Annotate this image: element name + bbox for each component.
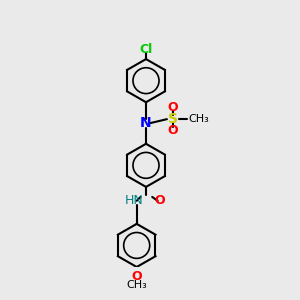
Text: O: O [154, 194, 165, 207]
Text: CH₃: CH₃ [126, 280, 147, 290]
Text: N: N [140, 116, 152, 130]
Text: Cl: Cl [140, 43, 153, 56]
Text: O: O [168, 101, 178, 114]
Text: CH₃: CH₃ [189, 114, 209, 124]
Text: S: S [168, 112, 178, 126]
Text: O: O [168, 124, 178, 137]
Text: HN: HN [125, 194, 144, 207]
Text: O: O [131, 270, 142, 283]
